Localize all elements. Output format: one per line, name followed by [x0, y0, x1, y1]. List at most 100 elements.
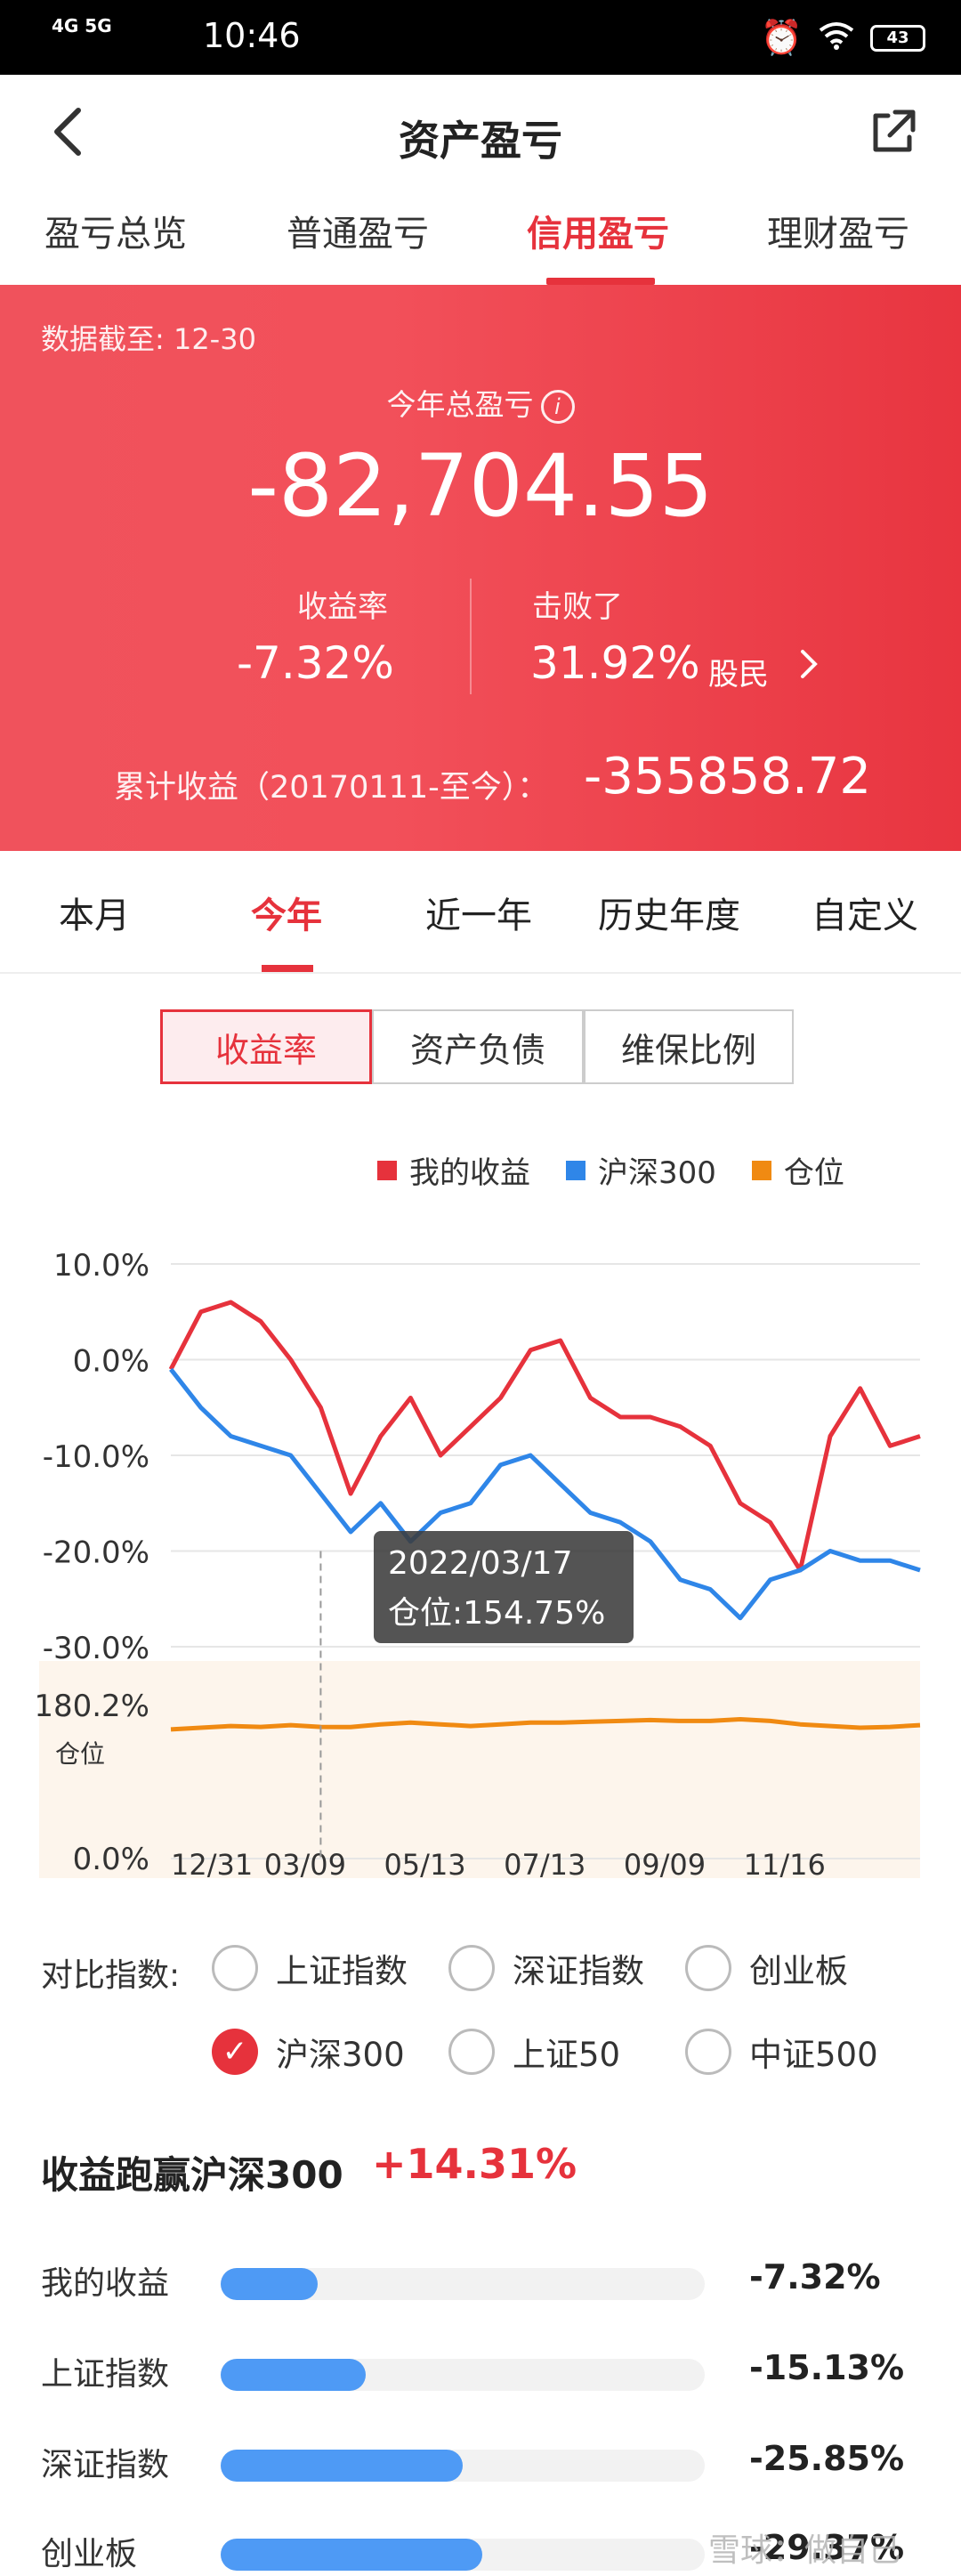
radio-icon[interactable] — [685, 1945, 731, 1991]
y-tick-label: -30.0% — [43, 1631, 149, 1666]
option-hs300[interactable]: ✓ 沪深300 — [212, 2028, 405, 2076]
legend-label: 仓位 — [783, 1155, 844, 1191]
legend-swatch — [377, 1160, 397, 1180]
tab-underline — [546, 278, 655, 285]
row-label: 我的收益 — [41, 2265, 170, 2302]
bar-track — [221, 2268, 705, 2300]
option-csi500[interactable]: 中证500 — [685, 2028, 878, 2076]
tooltip-box — [374, 1531, 634, 1643]
divider — [470, 579, 472, 694]
period-ytd[interactable]: 今年 — [251, 895, 322, 936]
seg-maintenance-ratio[interactable]: 维保比例 — [584, 1009, 794, 1084]
x-tick-label: 11/16 — [744, 1848, 826, 1882]
y-tick-label: 10.0% — [53, 1248, 149, 1284]
seg-return-rate[interactable]: 收益率 — [160, 1009, 372, 1084]
page-title: 资产盈亏 — [399, 117, 562, 165]
beat-benchmark-value: +14.31% — [372, 2140, 577, 2188]
tab-wealth[interactable]: 理财盈亏 — [767, 214, 909, 255]
x-tick-label: 03/09 — [264, 1848, 346, 1882]
row-label: 创业板 — [41, 2536, 138, 2572]
radio-icon[interactable] — [212, 1945, 258, 1991]
beat-value[interactable]: 31.92% — [530, 637, 700, 689]
chevron-right-icon[interactable] — [797, 646, 820, 692]
network-indicator: 4G 5G — [52, 15, 112, 36]
beat-suffix[interactable]: 股民 — [708, 657, 769, 693]
option-label: 上证指数 — [276, 1952, 408, 1990]
bar-fill — [221, 2450, 463, 2482]
total-pl-label-text: 今年总盈亏 — [386, 387, 534, 422]
radio-icon[interactable] — [685, 2029, 731, 2075]
status-bar: 4G 5G 10:46 ⏰ 43 — [0, 0, 961, 75]
share-icon[interactable] — [868, 107, 918, 157]
bar-fill — [221, 2539, 482, 2571]
seg-assets-liabilities[interactable]: 资产负债 — [372, 1009, 584, 1084]
radio-icon[interactable] — [448, 2029, 495, 2075]
option-sz50[interactable]: 上证50 — [448, 2028, 620, 2076]
y-tick-label: -10.0% — [43, 1439, 149, 1475]
option-sh-index[interactable]: 上证指数 — [212, 1944, 408, 1992]
total-pl-label: 今年总盈亏 i — [0, 381, 961, 424]
return-rate-label: 收益率 — [297, 589, 388, 625]
option-label: 中证500 — [749, 2036, 878, 2074]
y-tick-label: -20.0% — [43, 1535, 149, 1571]
row-value: -7.32% — [749, 2257, 881, 2297]
series-line — [170, 1717, 921, 1732]
comparison-row: 上证指数 -15.13% — [0, 2343, 961, 2396]
checkmark-icon[interactable]: ✓ — [212, 2029, 258, 2075]
wifi-icon — [819, 19, 854, 58]
cumulative-label: 累计收益（20170111-至今）： — [114, 770, 549, 806]
tab-credit[interactable]: 信用盈亏 — [527, 214, 669, 255]
legend-label: 沪深300 — [598, 1155, 716, 1191]
row-label: 上证指数 — [41, 2356, 170, 2393]
category-tabs: 盈亏总览 普通盈亏 信用盈亏 理财盈亏 — [0, 189, 961, 285]
pl-summary-card: 数据截至: 12-30 今年总盈亏 i -82,704.55 收益率 -7.32%… — [0, 285, 961, 851]
period-month[interactable]: 本月 — [59, 895, 130, 936]
bar-track — [221, 2450, 705, 2482]
position-tick-label: 180.2% — [34, 1689, 149, 1724]
legend-my-return: 我的收益 — [377, 1148, 530, 1192]
back-arrow-icon[interactable] — [50, 105, 85, 158]
total-pl-value: -82,704.55 — [247, 436, 714, 536]
comparison-row: 创业板 -29.37% — [0, 2523, 961, 2576]
option-label: 上证50 — [513, 2036, 621, 2074]
bar-track — [221, 2359, 705, 2391]
legend-swatch — [751, 1160, 771, 1180]
period-underline — [262, 965, 313, 972]
position-tick-label: 0.0% — [73, 1842, 149, 1877]
option-chinext[interactable]: 创业板 — [685, 1944, 848, 1992]
bar-track — [221, 2539, 705, 2571]
period-history[interactable]: 历史年度 — [598, 895, 740, 936]
x-tick-label: 12/31 — [171, 1848, 253, 1882]
row-value: -29.37% — [749, 2528, 905, 2567]
option-sz-index[interactable]: 深证指数 — [448, 1944, 644, 1992]
chart-legend: 我的收益 沪深300 仓位 — [377, 1148, 844, 1192]
tab-normal[interactable]: 普通盈亏 — [287, 214, 429, 255]
period-custom[interactable]: 自定义 — [812, 895, 918, 936]
x-tick-label: 07/13 — [504, 1848, 585, 1882]
tooltip-date: 2022/03/17 — [388, 1545, 573, 1582]
y-tick-label: 0.0% — [73, 1344, 149, 1380]
cumulative-value: -355858.72 — [584, 748, 872, 806]
option-label: 深证指数 — [513, 1952, 644, 1990]
row-label: 深证指数 — [41, 2447, 170, 2483]
position-panel-bg — [39, 1661, 920, 1878]
row-value: -15.13% — [749, 2348, 905, 2387]
battery-icon: 43 — [870, 24, 925, 52]
series-line — [168, 1300, 921, 1573]
tab-overview[interactable]: 盈亏总览 — [44, 214, 187, 255]
data-as-of: 数据截至: 12-30 — [41, 322, 256, 356]
period-tabs: 本月 今年 近一年 历史年度 自定义 — [0, 851, 961, 974]
period-1y[interactable]: 近一年 — [425, 895, 532, 936]
return-chart[interactable]: 10.0% 0.0% -10.0% -20.0% -30.0% 180.2% 0.0% 仓位 1… — [0, 1228, 961, 1887]
x-tick-label: 05/13 — [384, 1848, 465, 1882]
beat-benchmark-title: 收益跑赢沪深300 — [41, 2153, 343, 2197]
comparison-row: 我的收益 -7.32% — [0, 2252, 961, 2305]
info-icon[interactable]: i — [540, 389, 575, 424]
bar-fill — [221, 2359, 367, 2391]
radio-icon[interactable] — [448, 1945, 495, 1991]
bar-fill — [221, 2268, 318, 2300]
tooltip-position: 仓位:154.75% — [388, 1595, 605, 1632]
legend-label: 我的收益 — [409, 1155, 530, 1191]
clock: 10:46 — [203, 16, 301, 55]
top-nav: 资产盈亏 — [0, 75, 961, 189]
